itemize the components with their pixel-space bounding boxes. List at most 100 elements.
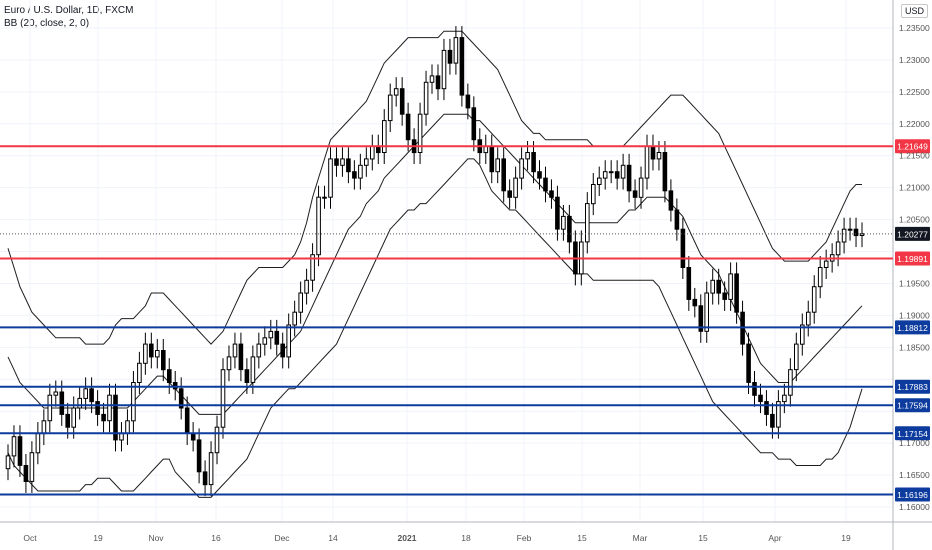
candle-body <box>352 171 357 179</box>
candle-body <box>310 254 315 281</box>
candle-body <box>370 145 375 160</box>
candle-body <box>507 190 512 198</box>
candle-body <box>35 433 41 454</box>
candle-body <box>178 388 184 409</box>
candle-body <box>608 171 614 174</box>
candle-body <box>256 343 262 358</box>
candle-body <box>17 436 23 466</box>
candle-body <box>119 433 124 441</box>
candle-body <box>399 88 405 115</box>
candle-body <box>817 267 823 288</box>
x-tick-label: Apr <box>768 533 781 543</box>
candle-body <box>196 439 202 473</box>
candle-body <box>686 267 692 300</box>
candle-body <box>161 350 166 371</box>
y-tick-label: 1.19000 <box>899 310 930 320</box>
candle-body <box>513 177 518 198</box>
candle-body <box>423 81 429 115</box>
candle-body <box>131 382 136 422</box>
level-label-5: 1.17154 <box>897 429 928 439</box>
candle-body <box>167 369 172 384</box>
candle-body <box>429 75 435 83</box>
y-tick-label: 1.19500 <box>899 278 930 288</box>
candle-body <box>764 401 769 415</box>
candle-body <box>59 391 65 415</box>
candle-body <box>465 94 471 109</box>
candle-body <box>346 158 351 173</box>
candle-body <box>561 215 566 230</box>
candle-body <box>214 426 220 454</box>
candle-body <box>65 413 71 428</box>
candle-body <box>77 397 83 409</box>
currency-badge[interactable]: USD <box>900 4 928 18</box>
y-tick-label: 1.17000 <box>899 438 930 448</box>
candle-body <box>41 420 47 435</box>
chart-title: Euro / U.S. Dollar, 1D, FXCM <box>4 5 134 16</box>
candle-body <box>704 292 710 332</box>
candle-body <box>268 330 274 339</box>
candle-body <box>567 215 572 243</box>
candle-body <box>782 394 787 403</box>
candle-body <box>471 107 477 141</box>
candle-body <box>83 388 89 399</box>
candle-body <box>698 305 704 332</box>
candle-body <box>758 394 763 403</box>
candle-body <box>489 145 495 173</box>
candle-body <box>620 164 626 179</box>
candle-body <box>190 433 196 441</box>
x-tick-label: 19 <box>841 533 851 543</box>
candle-body <box>602 171 608 179</box>
y-tick-label: 1.21500 <box>899 151 930 161</box>
candle-body <box>734 273 739 313</box>
x-tick-label: Oct <box>23 533 37 543</box>
level-badge-2 <box>895 320 930 335</box>
x-tick-label: 14 <box>328 533 338 543</box>
candle-body <box>286 324 291 358</box>
candle-body <box>710 279 716 294</box>
level-badge-0 <box>895 139 930 154</box>
candle-body <box>776 401 781 428</box>
candle-body <box>89 388 94 403</box>
level-badge-5 <box>895 426 930 441</box>
candle-body <box>238 343 244 371</box>
candle-body <box>172 382 178 390</box>
candle-body <box>143 343 148 364</box>
candle-body <box>555 196 560 230</box>
candle-body <box>232 343 238 358</box>
level-label-4: 1.17594 <box>897 401 928 411</box>
candle-body <box>644 145 650 179</box>
y-tick-label: 1.20500 <box>899 215 930 225</box>
candle-body <box>459 37 465 96</box>
candle-body <box>298 292 303 313</box>
candle-body <box>638 177 644 198</box>
candle-body <box>453 37 459 64</box>
candle-body <box>662 152 668 192</box>
candle-body <box>262 337 268 345</box>
candle-body <box>113 394 118 441</box>
candle-body <box>340 158 345 166</box>
candle-body <box>716 279 722 294</box>
candle-body <box>626 164 632 192</box>
candle-body <box>101 413 106 422</box>
x-tick-label: Mar <box>633 533 648 543</box>
candle-body <box>405 113 411 141</box>
candle-body <box>184 407 190 434</box>
candle-body <box>387 94 393 122</box>
candle-body <box>29 452 35 482</box>
candle-body <box>393 88 399 96</box>
candle-body <box>304 279 309 294</box>
candle-body <box>537 171 542 179</box>
candle-body <box>202 471 208 486</box>
candle-body <box>447 49 453 64</box>
candle-body <box>334 158 339 166</box>
candle-body <box>280 343 285 358</box>
candle-body <box>149 343 154 358</box>
candle-body <box>746 343 751 383</box>
y-tick-label: 1.16500 <box>899 470 930 480</box>
candle-body <box>107 394 112 422</box>
candle-body <box>441 49 447 90</box>
candle-body <box>811 286 817 313</box>
candle-body <box>137 362 142 383</box>
